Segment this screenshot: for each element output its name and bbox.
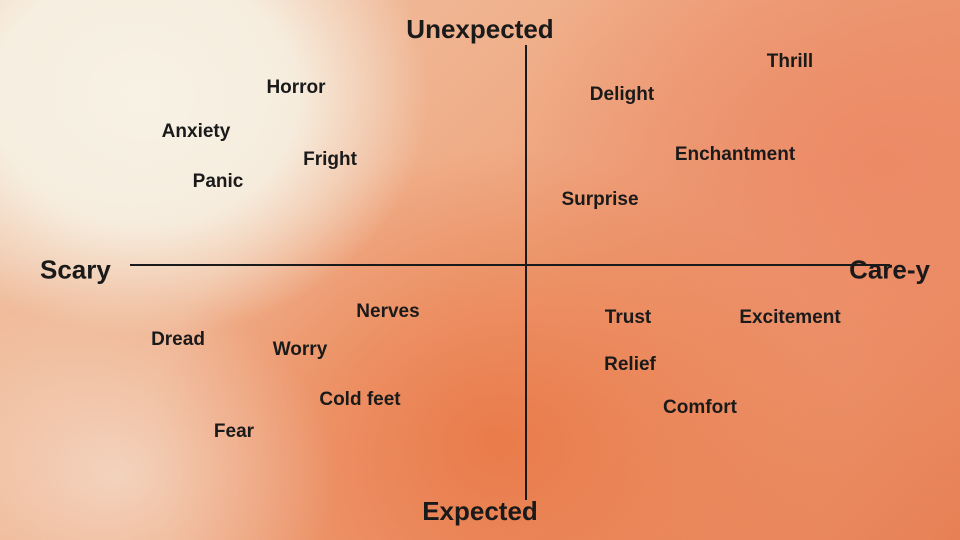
axis-label-left: Scary <box>40 255 111 286</box>
axis-label-right: Care-y <box>849 255 930 286</box>
word-label: Relief <box>604 354 656 376</box>
word-label: Comfort <box>663 397 737 419</box>
word-label: Enchantment <box>675 144 795 166</box>
word-label: Dread <box>151 329 205 351</box>
word-label: Anxiety <box>162 121 231 143</box>
word-label: Trust <box>605 307 651 329</box>
word-label: Horror <box>266 77 325 99</box>
y-axis-line <box>525 45 527 500</box>
word-label: Panic <box>193 171 244 193</box>
word-label: Fear <box>214 421 254 443</box>
word-label: Nerves <box>356 301 419 323</box>
word-label: Surprise <box>561 189 638 211</box>
word-label: Worry <box>273 339 328 361</box>
word-label: Thrill <box>767 51 813 73</box>
word-label: Fright <box>303 149 357 171</box>
word-label: Excitement <box>739 307 840 329</box>
x-axis-line <box>130 264 890 266</box>
axis-label-bottom: Expected <box>422 496 538 527</box>
axis-label-top: Unexpected <box>406 14 553 45</box>
quadrant-chart: Unexpected Expected Scary Care-y Thrill D… <box>0 0 960 540</box>
word-label: Cold feet <box>319 389 400 411</box>
word-label: Delight <box>590 84 654 106</box>
